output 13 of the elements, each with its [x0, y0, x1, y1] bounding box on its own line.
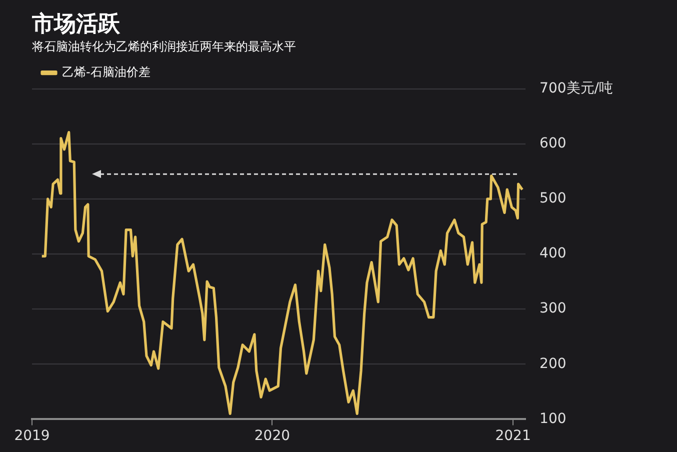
- x-tick-label: 2020: [254, 428, 290, 444]
- x-tick-label: 2021: [495, 428, 531, 444]
- y-tick-label: 500: [540, 190, 566, 207]
- legend-label: 乙烯-石脑油价差: [62, 64, 150, 79]
- y-tick-label: 300: [540, 300, 566, 317]
- y-tick-label: 400: [540, 246, 566, 262]
- chart-subtitle: 将石脑油转化为乙烯的利润接近两年来的最高水平: [31, 40, 296, 54]
- y-tick-label: 200: [540, 356, 566, 372]
- y-tick-label: 100: [540, 410, 566, 427]
- y-tick-label: 700美元/吨: [540, 80, 614, 96]
- chart-title: 市场活跃: [31, 10, 121, 37]
- y-tick-label: 600: [540, 136, 566, 152]
- x-tick-label: 2019: [14, 428, 50, 444]
